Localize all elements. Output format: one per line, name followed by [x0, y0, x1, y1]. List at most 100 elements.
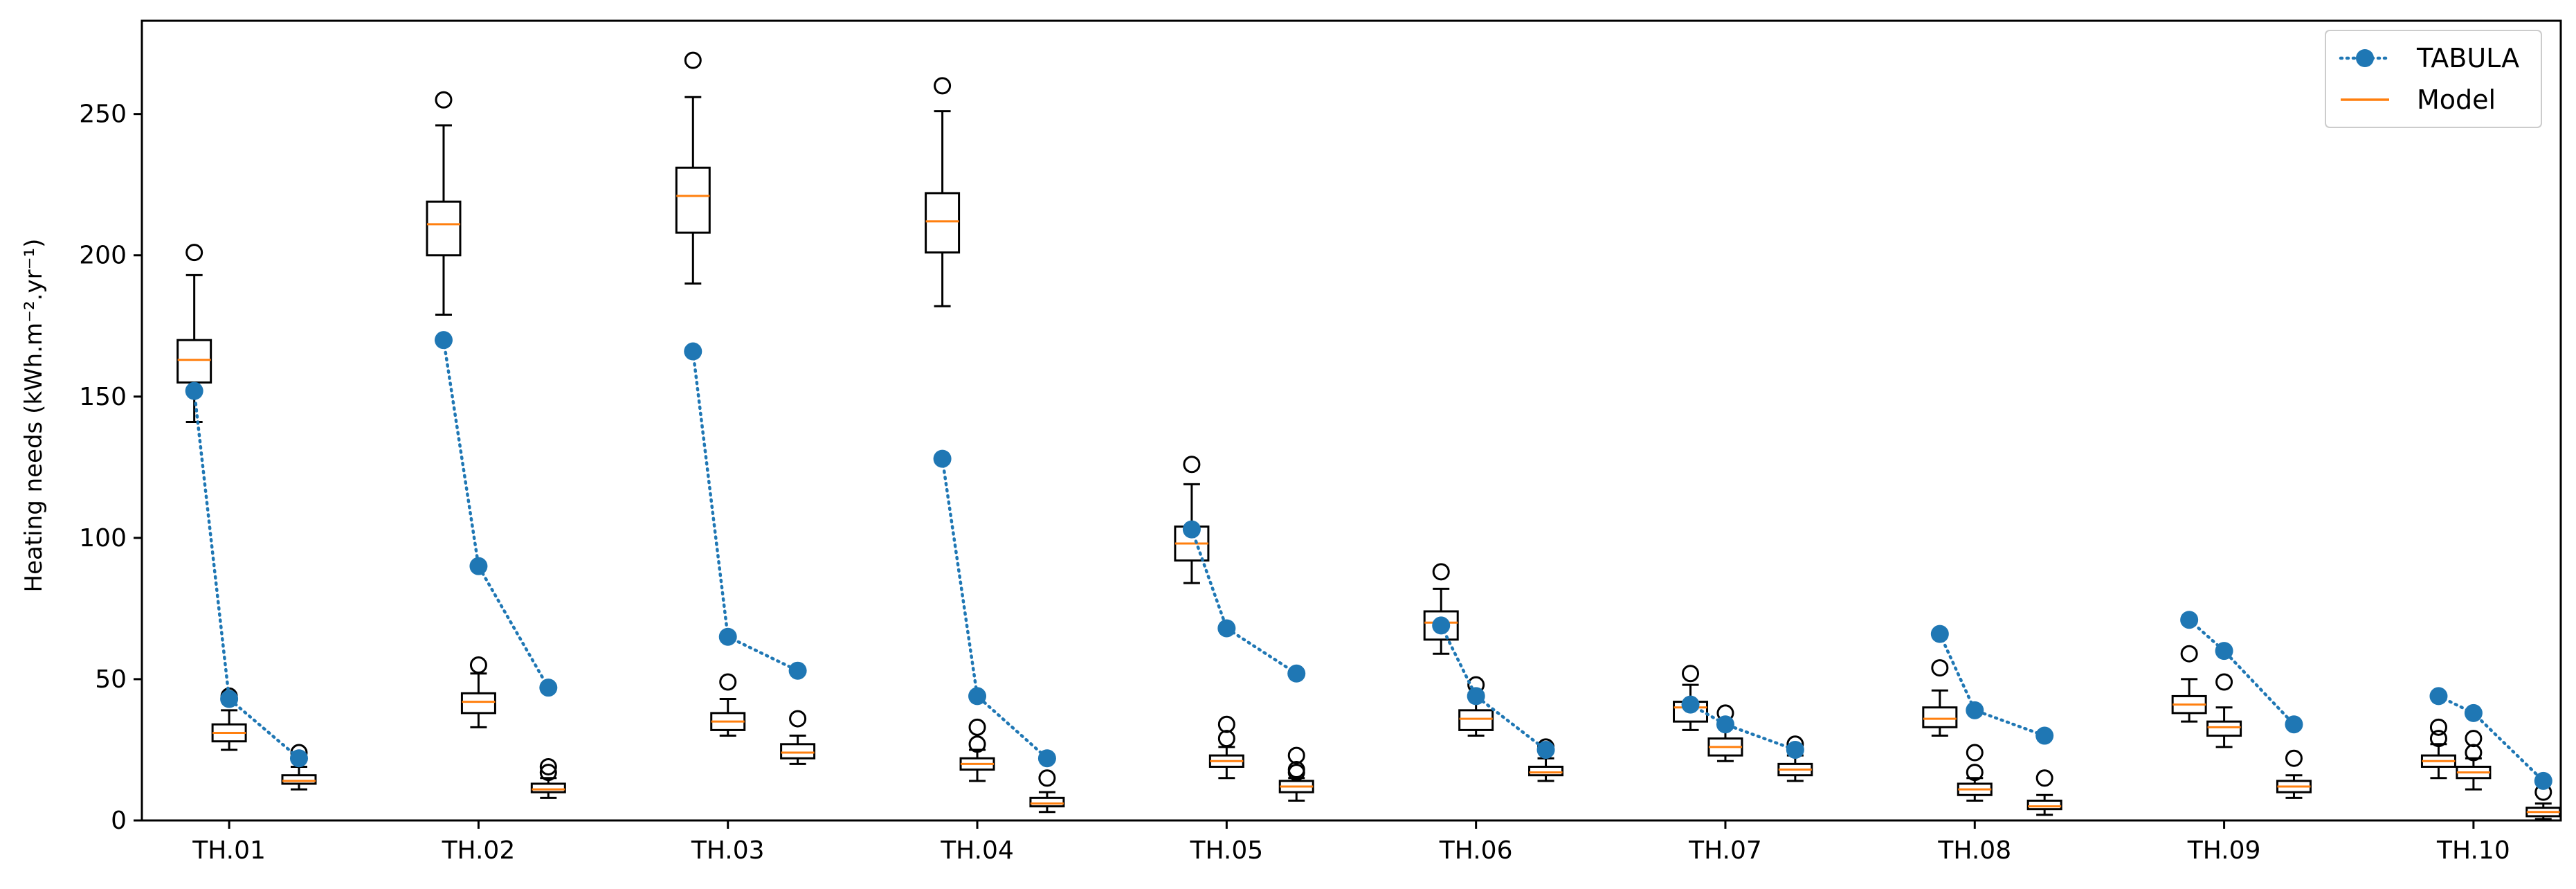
box-iqr — [1458, 709, 1494, 731]
x-tick-label: TH.02 — [442, 836, 516, 865]
boxplot — [1029, 769, 1065, 814]
tabula-series-line — [2187, 618, 2296, 726]
legend-label-tabula: TABULA — [2416, 43, 2519, 73]
boxplot — [1278, 746, 1314, 802]
outlier-point — [469, 656, 487, 674]
boxplot — [1777, 735, 1813, 782]
outlier-point — [2180, 645, 2198, 663]
outlier-point — [2465, 744, 2483, 762]
axes-frame — [140, 19, 2562, 822]
boxplot — [426, 91, 462, 316]
tabula-point — [2429, 687, 2448, 706]
tabula-point — [1182, 520, 1201, 539]
tabula-point — [1217, 619, 1236, 638]
tabula-point — [1037, 749, 1056, 768]
outlier-point — [1217, 730, 1235, 748]
outlier-point — [539, 757, 557, 775]
tabula-point — [1786, 740, 1804, 759]
boxplot — [675, 51, 711, 285]
y-tick-label: 0 — [111, 807, 127, 835]
tabula-series-line — [442, 338, 550, 690]
box-iqr — [2026, 799, 2062, 811]
legend-label-model: Model — [2417, 84, 2496, 115]
outlier-point — [2035, 769, 2053, 787]
y-tick-label: 100 — [79, 524, 127, 553]
boxplot — [176, 244, 212, 424]
box-iqr — [780, 743, 816, 760]
legend-tabula-marker — [2356, 49, 2374, 67]
outlier-point — [2429, 718, 2447, 736]
tabula-point — [1930, 625, 1949, 643]
boxplot — [530, 757, 566, 799]
boxplot — [2420, 718, 2456, 780]
outlier-point — [2285, 749, 2303, 767]
tabula-point — [2180, 611, 2199, 629]
tabula-point — [185, 381, 203, 400]
tabula-point — [539, 679, 558, 697]
tabula-point — [220, 690, 239, 708]
box-iqr — [460, 692, 496, 715]
x-tick-label: TH.10 — [2436, 836, 2510, 865]
box-iqr — [1029, 796, 1065, 808]
outlier-point — [2465, 730, 2483, 748]
outlier-point — [1287, 761, 1305, 779]
tabula-point — [2035, 726, 2054, 745]
tabula-series-line — [1439, 624, 1548, 752]
boxplot — [710, 673, 746, 737]
tabula-point — [2464, 703, 2483, 722]
tabula-point — [1287, 664, 1306, 683]
axes: 0 50 100 150 200 250 TH.01 TH.02 TH.03 TH.04 TH.05… — [79, 19, 2562, 865]
x-tick-label: TH.09 — [2187, 836, 2261, 865]
outlier-point — [968, 735, 986, 753]
outlier-point — [185, 244, 203, 262]
box-iqr — [281, 774, 317, 785]
boxplot — [2026, 769, 2062, 816]
outlier-point — [435, 91, 453, 109]
outlier-point — [789, 710, 807, 728]
boxplot — [2171, 645, 2207, 723]
boxplot — [2276, 749, 2312, 799]
boxplot — [1174, 456, 1210, 584]
legend: TABULA Model — [2325, 30, 2542, 128]
tabula-series-line — [941, 457, 1049, 760]
outlier-point — [2429, 730, 2447, 748]
box-iqr — [2206, 720, 2242, 737]
tabula-point — [1536, 740, 1555, 759]
x-tick-label: TH.07 — [1688, 836, 1762, 865]
boxplot — [780, 710, 816, 765]
tabula-point — [469, 557, 488, 575]
box-iqr — [426, 200, 462, 257]
x-tick-label: TH.03 — [691, 836, 765, 865]
tabula-point — [2534, 771, 2552, 790]
y-axis-label: Heating needs (kWh.m⁻².yr⁻¹) — [20, 239, 48, 593]
boxplot — [460, 656, 496, 728]
box-iqr — [1423, 610, 1459, 641]
box-iqr — [1922, 706, 1958, 728]
tabula-point — [1716, 715, 1734, 734]
outlier-point — [539, 764, 557, 782]
tabula-point — [1467, 687, 1485, 706]
outlier-point — [1287, 746, 1305, 764]
tabula-point — [968, 687, 987, 706]
outlier-point — [1432, 563, 1450, 581]
boxplot — [1423, 563, 1459, 655]
y-tick-label: 150 — [79, 383, 127, 411]
boxplot — [1957, 744, 1993, 802]
plot-area — [176, 51, 2561, 820]
tabula-point — [788, 661, 807, 680]
box-iqr — [530, 782, 566, 793]
tabula-point — [1966, 701, 1984, 719]
y-tick-label: 50 — [95, 665, 127, 694]
x-tick-label: TH.06 — [1439, 836, 1513, 865]
boxplot — [959, 718, 995, 782]
box-iqr — [1528, 765, 1564, 777]
outlier-point — [1931, 659, 1949, 677]
tabula-point — [2285, 715, 2303, 734]
tabula-point — [289, 749, 308, 768]
outlier-point — [684, 51, 702, 69]
outlier-point — [2215, 673, 2233, 691]
boxplot — [1208, 715, 1244, 780]
tabula-point — [1681, 695, 1700, 714]
box-iqr — [925, 192, 961, 254]
